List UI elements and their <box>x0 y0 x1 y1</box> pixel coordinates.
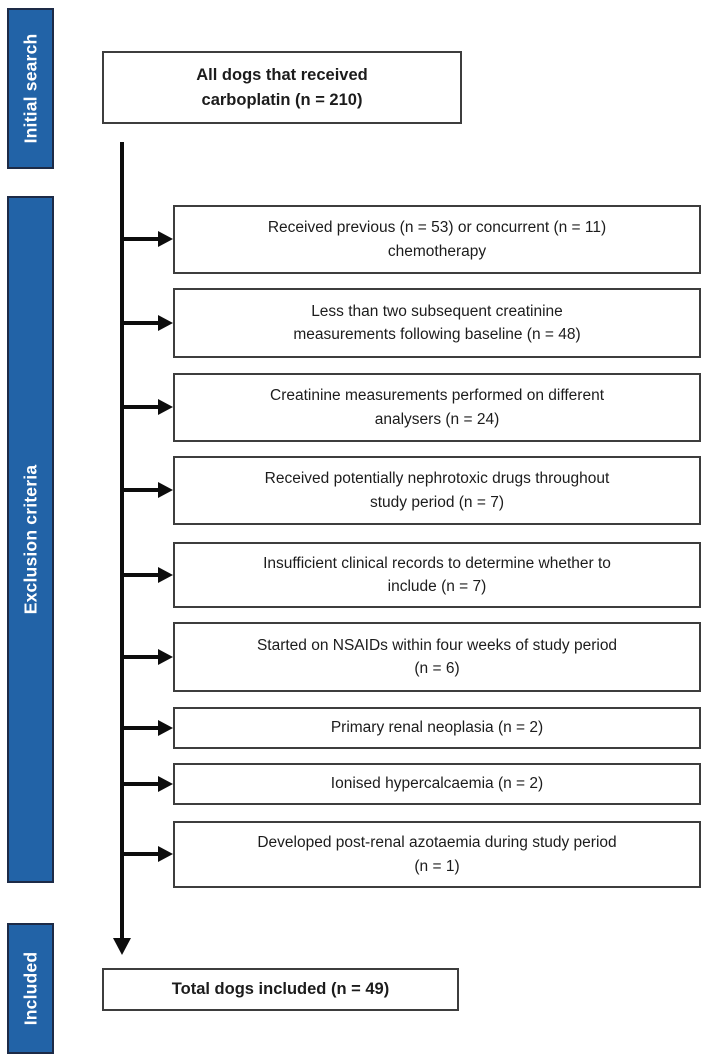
exclusion-box-hypercalcaemia: Ionised hypercalcaemia (n = 2) <box>173 763 701 805</box>
node-start-text: All dogs that received carboplatin (n = … <box>196 65 368 109</box>
main-flow-arrow-down-icon <box>112 142 131 955</box>
branch-arrow-icon-3 <box>122 398 173 415</box>
branch-arrow-icon-8 <box>122 775 173 792</box>
branch-arrow-icon-6 <box>122 648 173 665</box>
exclusion-text: Insufficient clinical records to determi… <box>263 554 611 595</box>
branch-arrow-icon-1 <box>122 230 173 247</box>
exclusion-box-nsaids: Started on NSAIDs within four weeks of s… <box>173 622 701 692</box>
exclusion-box-renal-neoplasia: Primary renal neoplasia (n = 2) <box>173 707 701 749</box>
branch-arrow-icon-4 <box>122 481 173 498</box>
exclusion-text: Started on NSAIDs within four weeks of s… <box>256 636 618 677</box>
branch-arrow-icon-9 <box>122 845 173 862</box>
node-end-total-included: Total dogs included (n = 49) <box>102 968 459 1011</box>
stage-bar-included: Included <box>7 923 54 1054</box>
stage-bar-initial-search: Initial search <box>7 8 54 169</box>
exclusion-text: Ionised hypercalcaemia (n = 2) <box>330 775 544 793</box>
branch-arrow-icon-2 <box>122 314 173 331</box>
exclusion-box-nephrotoxic-drugs: Received potentially nephrotoxic drugs t… <box>173 456 701 525</box>
exclusion-text: Less than two subsequent creatinine meas… <box>293 302 581 343</box>
exclusion-text: Developed post-renal azotaemia during st… <box>257 834 617 875</box>
exclusion-box-chemotherapy: Received previous (n = 53) or concurrent… <box>173 205 701 274</box>
stage-label-included: Included <box>20 951 40 1026</box>
exclusion-text: Received previous (n = 53) or concurrent… <box>267 219 607 260</box>
stage-label-initial-search: Initial search <box>20 33 41 144</box>
exclusion-text: Creatinine measurements performed on dif… <box>270 387 604 428</box>
stage-label-exclusion-criteria: Exclusion criteria <box>20 464 40 615</box>
branch-arrow-icon-7 <box>122 719 173 736</box>
stage-bar-exclusion-criteria: Exclusion criteria <box>7 196 54 883</box>
exclusion-box-different-analysers: Creatinine measurements performed on dif… <box>173 373 701 442</box>
exclusion-text: Primary renal neoplasia (n = 2) <box>330 719 544 737</box>
node-end-text: Total dogs included (n = 49) <box>171 980 390 998</box>
branch-arrow-icon-5 <box>122 566 173 583</box>
node-start-all-dogs: All dogs that received carboplatin (n = … <box>102 51 462 124</box>
exclusion-box-creatinine-measurements: Less than two subsequent creatinine meas… <box>173 288 701 358</box>
exclusion-box-insufficient-records: Insufficient clinical records to determi… <box>173 542 701 608</box>
exclusion-box-post-renal-azotaemia: Developed post-renal azotaemia during st… <box>173 821 701 888</box>
exclusion-text: Received potentially nephrotoxic drugs t… <box>264 470 610 511</box>
